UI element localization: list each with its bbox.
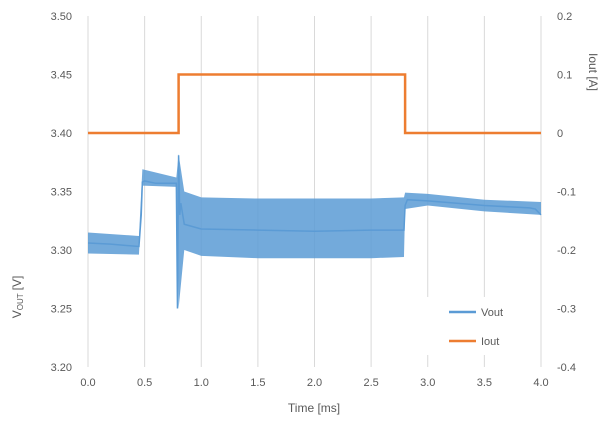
y-right-tick-label: -0.4 xyxy=(557,362,576,374)
x-tick-label: 3.0 xyxy=(420,377,435,389)
y-right-tick-label: 0.1 xyxy=(557,70,572,82)
x-tick-label: 3.5 xyxy=(477,377,492,389)
y-right-tick-labels: -0.4 -0.3 -0.2 -0.1 0 0.1 0.2 xyxy=(557,11,576,374)
y-left-tick-label: 3.40 xyxy=(51,128,72,140)
series-iout-line xyxy=(88,73,541,135)
x-tick-label: 2.5 xyxy=(363,377,378,389)
y-left-tick-label: 3.20 xyxy=(51,362,72,374)
y-left-title-sub: OUT xyxy=(16,293,25,310)
x-tick-label: 2.0 xyxy=(307,377,322,389)
x-axis-title: Time [ms] xyxy=(288,401,340,415)
y-left-tick-labels: 3.20 3.25 3.30 3.35 3.40 3.45 3.50 xyxy=(51,11,72,374)
y-right-tick-label: 0 xyxy=(557,128,563,140)
y-right-axis-title: Iout [A] xyxy=(586,53,600,91)
legend-label-iout: Iout xyxy=(481,336,499,348)
y-right-tick-label: -0.2 xyxy=(557,245,576,257)
y-left-tick-label: 3.35 xyxy=(51,187,72,199)
x-tick-label: 1.5 xyxy=(250,377,265,389)
legend-label-vout: Vout xyxy=(481,307,503,319)
y-left-title-main: V xyxy=(10,310,24,318)
y-left-tick-label: 3.30 xyxy=(51,245,72,257)
y-left-axis-title: VOUT [V] xyxy=(10,276,25,319)
y-left-title-unit: [V] xyxy=(10,276,24,291)
y-left-tick-label: 3.45 xyxy=(51,70,72,82)
y-right-tick-label: -0.3 xyxy=(557,304,576,316)
y-right-tick-label: -0.1 xyxy=(557,187,576,199)
x-tick-label: 0.0 xyxy=(80,377,95,389)
y-right-tick-label: 0.2 xyxy=(557,11,572,23)
y-left-tick-label: 3.25 xyxy=(51,304,72,316)
legend-background xyxy=(420,297,518,355)
x-tick-label: 1.0 xyxy=(194,377,209,389)
x-tick-label: 4.0 xyxy=(533,377,548,389)
x-tick-label: 0.5 xyxy=(137,377,152,389)
legend: Vout Iout xyxy=(420,297,518,355)
series-vout-line xyxy=(87,155,542,309)
plot-area xyxy=(87,73,542,309)
x-tick-labels: 0.0 0.5 1.0 1.5 2.0 2.5 3.0 3.5 4.0 xyxy=(80,377,548,389)
y-left-tick-label: 3.50 xyxy=(51,11,72,23)
